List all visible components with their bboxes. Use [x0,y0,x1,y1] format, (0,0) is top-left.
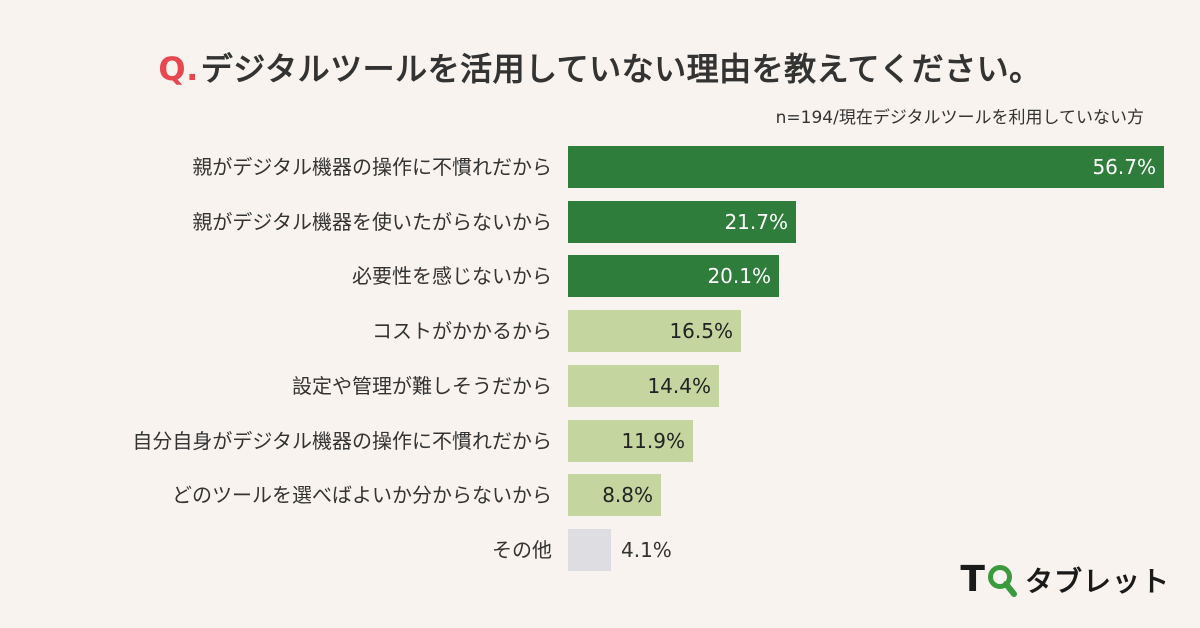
category-label: 自分自身がデジタル機器の操作に不慣れだから [132,429,552,453]
category-label: その他 [492,538,552,562]
category-label: 設定や管理が難しそうだから [292,374,552,398]
title-text: デジタルツールを活用していない理由を教えてください。 [200,50,1042,88]
value-label: 14.4% [647,374,711,398]
value-label: 20.1% [707,264,771,288]
value-label: 21.7% [724,210,788,234]
bar [568,255,779,297]
sample-note: n=194/現在デジタルツールを利用していない方 [775,108,1144,128]
value-label: 8.8% [602,483,653,507]
value-label: 4.1% [621,538,672,562]
category-label: 親がデジタル機器を使いたがらないから [192,210,552,234]
question-mark: Q. [158,50,199,88]
logo-mark: T [960,559,985,600]
magnifier-icon [987,565,1017,597]
bar [568,529,611,571]
bar [568,474,661,516]
value-label: 11.9% [621,429,685,453]
category-label: 必要性を感じないから [352,264,552,288]
brand-logo: T タブレット [960,560,1170,600]
category-label: コストがかかるから [372,319,552,343]
category-label: 親がデジタル機器の操作に不慣れだから [192,155,552,179]
bar [568,365,719,407]
bar [568,146,1164,188]
bar [568,310,741,352]
logo-text: タブレット [1024,565,1170,598]
chart-title: Q.デジタルツールを活用していない理由を教えてください。 [0,44,1200,90]
bar [568,420,693,462]
category-label: どのツールを選べばよいか分からないから [172,483,552,507]
value-label: 56.7% [1092,155,1156,179]
value-label: 16.5% [669,319,733,343]
bar [568,201,796,243]
